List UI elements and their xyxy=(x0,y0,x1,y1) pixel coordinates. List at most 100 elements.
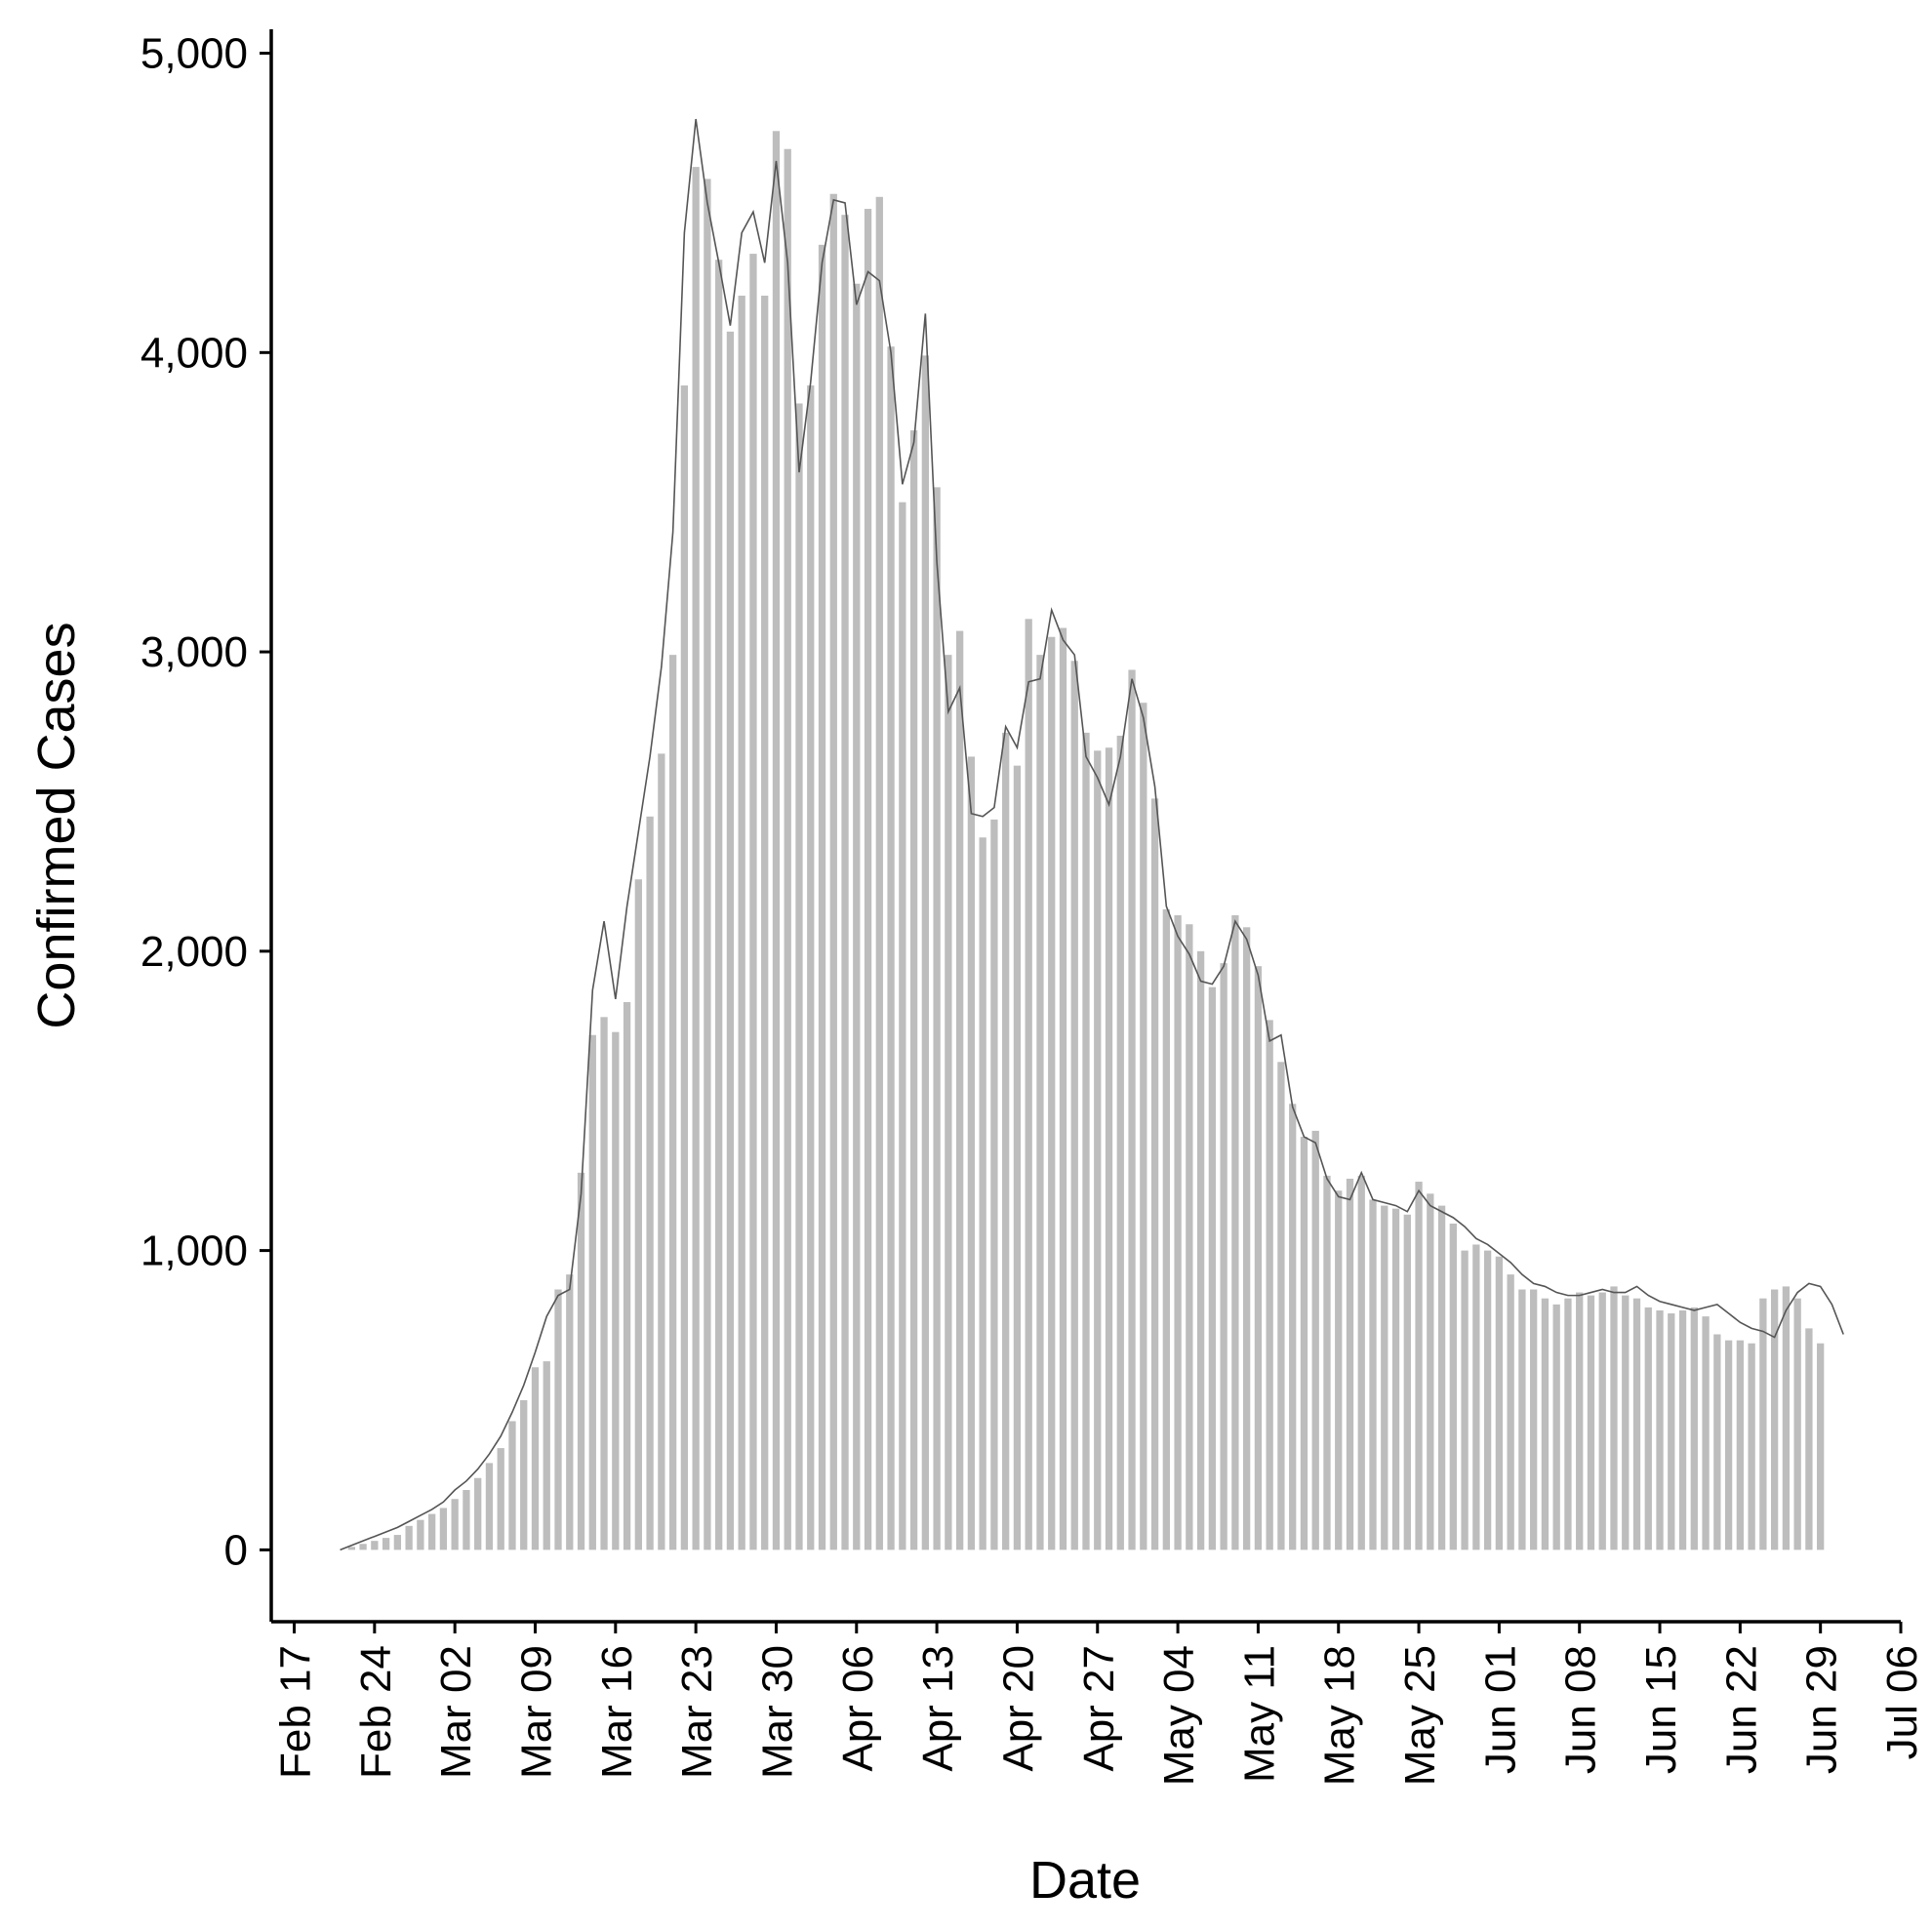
bar xyxy=(1254,966,1263,1550)
bar xyxy=(1186,924,1193,1550)
bar xyxy=(531,1367,540,1550)
bar xyxy=(497,1448,504,1550)
bar xyxy=(1530,1289,1538,1550)
bar xyxy=(1724,1340,1733,1550)
bar xyxy=(1070,661,1078,1550)
bar xyxy=(1541,1298,1550,1550)
bar xyxy=(1736,1340,1744,1550)
bar-series xyxy=(347,131,1825,1550)
bar xyxy=(1094,750,1102,1550)
bar xyxy=(704,179,711,1550)
bar xyxy=(1403,1214,1411,1550)
bar xyxy=(588,1034,596,1550)
y-tick-label: 0 xyxy=(224,1526,248,1574)
bar xyxy=(474,1477,482,1550)
bar xyxy=(359,1544,367,1550)
bar xyxy=(1576,1292,1584,1550)
bar xyxy=(909,430,918,1550)
bar xyxy=(1690,1307,1698,1550)
bar xyxy=(887,346,895,1550)
bar xyxy=(1346,1178,1354,1550)
bar xyxy=(1369,1199,1377,1550)
x-tick-label: Feb 17 xyxy=(272,1645,320,1779)
bar xyxy=(405,1525,413,1550)
bar xyxy=(600,1017,608,1550)
bar xyxy=(1002,732,1010,1550)
bar xyxy=(1668,1313,1675,1550)
y-axis-title: Confirmed Cases xyxy=(27,622,86,1028)
bar xyxy=(1105,747,1113,1550)
x-tick-label: Feb 24 xyxy=(352,1645,400,1779)
bar xyxy=(1289,1104,1297,1550)
bar xyxy=(1335,1190,1343,1550)
x-tick-label: Jun 29 xyxy=(1798,1645,1846,1774)
x-tick-label: Jun 01 xyxy=(1476,1645,1524,1774)
bar xyxy=(1587,1295,1595,1550)
bar xyxy=(554,1289,562,1550)
bar xyxy=(1449,1224,1457,1550)
bar xyxy=(623,1001,631,1550)
x-tick-label: Jun 15 xyxy=(1637,1645,1685,1774)
bar xyxy=(761,296,769,1550)
x-tick-label: Jun 08 xyxy=(1557,1645,1605,1774)
bar xyxy=(1632,1298,1641,1550)
bar xyxy=(1323,1175,1331,1550)
bar xyxy=(451,1499,459,1550)
bar xyxy=(715,260,723,1550)
bar xyxy=(795,403,803,1550)
bar xyxy=(749,254,757,1550)
bar xyxy=(945,655,952,1550)
bar xyxy=(875,196,883,1550)
x-tick-label: Jul 06 xyxy=(1878,1645,1926,1759)
bar xyxy=(1381,1205,1389,1550)
trend-line xyxy=(340,118,1844,1551)
bar xyxy=(1472,1244,1480,1550)
bar xyxy=(1311,1130,1319,1550)
y-tick-label: 5,000 xyxy=(141,30,248,78)
bar xyxy=(393,1535,402,1550)
y-tick-label: 1,000 xyxy=(141,1228,248,1275)
y-tick-label: 2,000 xyxy=(141,928,248,976)
bar xyxy=(646,816,654,1550)
x-tick-label: May 04 xyxy=(1155,1645,1203,1786)
bar xyxy=(1552,1304,1560,1550)
bar xyxy=(520,1399,528,1550)
bar xyxy=(1140,703,1147,1550)
bar xyxy=(1713,1334,1721,1550)
bar xyxy=(1391,1208,1400,1550)
bar xyxy=(1461,1250,1469,1550)
bar xyxy=(1300,1137,1308,1550)
bar xyxy=(1243,927,1251,1550)
x-tick-label: Apr 13 xyxy=(914,1645,962,1772)
bar xyxy=(634,879,642,1550)
bar xyxy=(543,1361,550,1550)
bar xyxy=(726,331,735,1550)
bar xyxy=(921,355,929,1550)
bar xyxy=(1231,915,1239,1550)
bar xyxy=(1266,1020,1273,1550)
bar xyxy=(1518,1289,1526,1550)
bar xyxy=(692,167,700,1550)
bar xyxy=(1082,732,1090,1550)
bar xyxy=(680,385,689,1550)
bar xyxy=(829,193,837,1550)
bar xyxy=(1427,1193,1434,1550)
bar xyxy=(1013,765,1022,1550)
bar xyxy=(807,385,815,1550)
bar xyxy=(1678,1309,1687,1550)
bar xyxy=(1116,735,1124,1550)
bar xyxy=(1059,627,1067,1550)
y-axis-ticks: 0 1,000 2,000 3,000 4,000 5,000 xyxy=(141,30,271,1574)
bar xyxy=(1357,1175,1365,1550)
bar xyxy=(1048,636,1056,1550)
y-tick-label: 4,000 xyxy=(141,329,248,377)
bar xyxy=(658,753,665,1550)
bar xyxy=(439,1508,448,1550)
bar xyxy=(990,819,998,1550)
x-tick-label: Mar 30 xyxy=(753,1645,801,1779)
x-tick-label: Apr 06 xyxy=(834,1645,882,1772)
x-tick-label: Jun 22 xyxy=(1717,1645,1765,1774)
bar xyxy=(1220,963,1228,1550)
bar xyxy=(1150,798,1159,1550)
bar xyxy=(1793,1298,1801,1550)
